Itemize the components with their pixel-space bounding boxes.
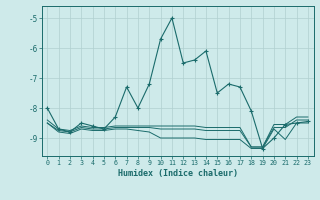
X-axis label: Humidex (Indice chaleur): Humidex (Indice chaleur) bbox=[118, 169, 237, 178]
